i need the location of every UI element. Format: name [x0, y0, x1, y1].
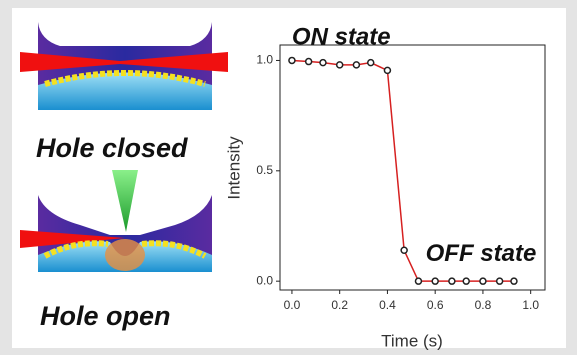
illustration-closed [20, 22, 228, 110]
annotation: ON state [292, 24, 391, 51]
point [304, 57, 313, 66]
point [288, 56, 296, 65]
point [448, 277, 456, 285]
y-tick-label: 1.0 [256, 53, 273, 67]
point [479, 277, 487, 285]
x-tick-label: 0.0 [284, 298, 301, 312]
point [431, 277, 439, 285]
panel-label: Hole closed [36, 133, 188, 163]
point [495, 277, 504, 285]
point [510, 277, 518, 285]
x-tick-label: 0.8 [475, 298, 492, 312]
point [319, 58, 327, 67]
y-tick-label: 0.0 [256, 273, 273, 287]
point [352, 61, 361, 69]
annotation: OFF state [426, 240, 537, 267]
point [335, 61, 344, 69]
point [366, 58, 375, 67]
x-tick-label: 1.0 [522, 298, 539, 312]
illustration-open [20, 170, 212, 272]
x-tick-label: 0.2 [331, 298, 348, 312]
point [462, 277, 470, 285]
point [414, 277, 423, 285]
panel-label: Hole open [40, 301, 171, 331]
point [383, 66, 392, 75]
y-tick-label: 0.5 [256, 163, 273, 177]
plot-frame [279, 44, 546, 291]
x-axis-label: Time (s) [381, 331, 443, 350]
x-tick-label: 0.6 [427, 298, 444, 312]
y-axis-label: Intensity [224, 136, 243, 200]
x-tick-label: 0.4 [379, 298, 396, 312]
point [400, 246, 408, 255]
